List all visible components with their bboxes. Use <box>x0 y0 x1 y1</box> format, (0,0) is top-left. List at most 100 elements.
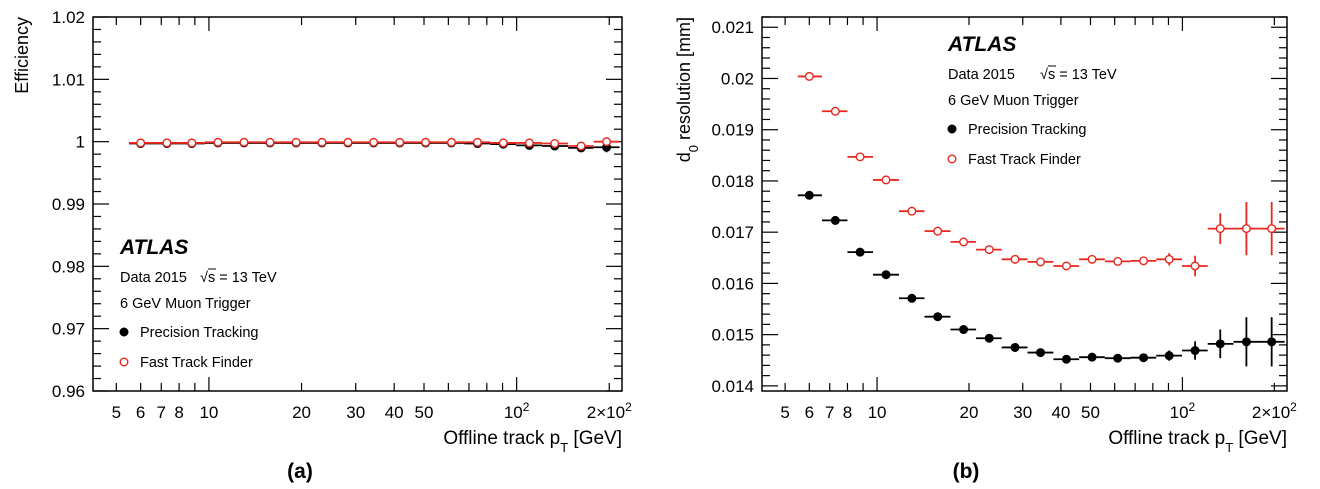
precision-tracking-point-b <box>804 190 814 200</box>
precision-tracking-point-b <box>907 293 917 303</box>
panel-label-a: (a) <box>287 460 313 483</box>
chart-panel-b: 5 6 7 8 10 20 30 40 50 102 2×102 0.014 0.015 0.016 0.0… <box>674 16 1297 483</box>
precision-tracking-point-b <box>1087 352 1097 362</box>
precision-tracking-point-b <box>933 312 943 322</box>
x-tick-label-a: 8 <box>174 403 183 422</box>
fast-track-finder-point-a <box>162 138 172 148</box>
x-axis-title-a: Offline track pT [GeV] <box>443 428 622 455</box>
plot-frame-b <box>761 16 1288 392</box>
trigger-label-a: 6 GeV Muon Trigger <box>120 296 251 312</box>
x-tick-label-b: 40 <box>1051 403 1070 422</box>
x-tick-label-a: 6 <box>136 403 145 422</box>
legend-marker-a <box>119 357 129 367</box>
trigger-label-b: 6 GeV Muon Trigger <box>948 93 1079 109</box>
fast-track-finder-point-a <box>498 138 508 148</box>
atlas-label-b: ATLAS <box>947 33 1016 56</box>
fast-track-finder-point-a <box>136 138 146 148</box>
fast-track-finder-point-a <box>317 137 327 147</box>
fast-track-finder-point-b <box>1241 224 1251 234</box>
precision-tracking-point-b <box>1215 339 1225 349</box>
x-tick-label-a: 30 <box>346 403 365 422</box>
fast-track-finder-point-b <box>1215 224 1225 234</box>
fast-track-finder-point-b <box>984 245 994 255</box>
legend-entry-a: Fast Track Finder <box>140 355 253 371</box>
fast-track-finder-point-b <box>830 106 840 116</box>
x-tick-label-b: 10 <box>868 403 887 422</box>
y-tick-label-a: 0.99 <box>52 195 85 214</box>
precision-tracking-point-b <box>1190 346 1200 356</box>
legend-entry-a: Precision Tracking <box>140 325 258 341</box>
fast-track-finder-point-a <box>421 137 431 147</box>
legend-entry-b: Precision Tracking <box>968 122 1086 138</box>
precision-tracking-point-b <box>830 215 840 225</box>
fast-track-finder-point-a <box>343 137 353 147</box>
y-tick-label-a: 1.02 <box>52 8 85 27</box>
y-tick-label-a: 0.97 <box>52 320 85 339</box>
y-tick-label-a: 0.96 <box>52 382 85 401</box>
y-tick-label-b: 0.021 <box>711 18 754 37</box>
legend-entry-b: Fast Track Finder <box>968 152 1081 168</box>
fast-track-finder-point-b <box>1139 256 1149 266</box>
precision-tracking-point-b <box>855 247 865 257</box>
fast-track-finder-point-b <box>1267 224 1277 234</box>
x-tick-label-b: 5 <box>780 403 789 422</box>
precision-tracking-point-b <box>1113 353 1123 363</box>
x-tick-label-a: 102 <box>504 400 530 422</box>
fast-track-finder-point-b <box>1113 256 1123 266</box>
precision-tracking-point-b <box>881 270 891 280</box>
fast-track-finder-point-b <box>881 175 891 185</box>
fast-track-finder-point-b <box>1036 257 1046 267</box>
fast-track-finder-point-a <box>550 139 560 149</box>
fast-track-finder-point-b <box>855 152 865 162</box>
fast-track-finder-point-b <box>907 206 917 216</box>
fast-track-finder-point-a <box>369 137 379 147</box>
fast-track-finder-point-a <box>239 137 249 147</box>
y-tick-label-b: 0.014 <box>711 377 754 396</box>
y-tick-label-b: 0.015 <box>711 326 754 345</box>
fast-track-finder-point-b <box>804 71 814 81</box>
chart-panel-a: 5 6 7 8 10 20 30 40 50 102 2×102 0.96 0.97 0.98 0.99 1 1… <box>12 8 632 483</box>
precision-tracking-point-b <box>959 325 969 335</box>
y-tick-label-a: 1 <box>76 133 85 152</box>
fast-track-finder-point-a <box>265 137 275 147</box>
x-tick-label-a: 40 <box>385 403 404 422</box>
y-tick-label-b: 0.016 <box>711 274 754 293</box>
x-tick-label-b: 8 <box>843 403 852 422</box>
x-tick-label-b: 30 <box>1013 403 1032 422</box>
fast-track-finder-point-a <box>446 137 456 147</box>
legend-marker-b <box>947 154 957 164</box>
data-label-b: Data 2015 <box>948 67 1015 83</box>
x-tick-label-b: 50 <box>1081 403 1100 422</box>
precision-tracking-point-b <box>1241 337 1251 347</box>
precision-tracking-point-b <box>1061 354 1071 364</box>
fast-track-finder-point-b <box>1087 254 1097 264</box>
fast-track-finder-point-b <box>1010 254 1020 264</box>
y-tick-label-b: 0.019 <box>711 121 754 140</box>
x-tick-label-a: 7 <box>157 403 166 422</box>
precision-tracking-point-b <box>1036 348 1046 358</box>
x-tick-label-b: 2×102 <box>1252 400 1297 422</box>
fast-track-finder-point-a <box>576 141 586 151</box>
fast-track-finder-point-b <box>933 226 943 236</box>
y-tick-label-b: 0.017 <box>711 223 754 242</box>
y-tick-label-b: 0.018 <box>711 172 754 191</box>
fast-track-finder-point-a <box>187 138 197 148</box>
precision-tracking-point-b <box>1010 342 1020 352</box>
precision-tracking-point-b <box>1164 351 1174 361</box>
fast-track-finder-point-b <box>959 237 969 247</box>
x-tick-label-a: 50 <box>415 403 434 422</box>
x-tick-label-b: 102 <box>1170 400 1196 422</box>
y-tick-label-a: 1.01 <box>52 70 85 89</box>
fast-track-finder-point-a <box>524 138 534 148</box>
y-tick-label-b: 0.02 <box>721 69 754 88</box>
x-tick-label-a: 5 <box>112 403 121 422</box>
x-tick-label-a: 10 <box>199 403 218 422</box>
precision-tracking-point-b <box>984 333 994 343</box>
fast-track-finder-point-a <box>472 137 482 147</box>
y-axis-title-b: d0 resolution [mm] <box>674 17 701 162</box>
y-axis-title-a: Efficiency <box>12 17 32 94</box>
fast-track-finder-point-a <box>602 137 612 147</box>
precision-tracking-point-b <box>1139 353 1149 363</box>
energy-label-a: √s = 13 TeV <box>200 270 277 286</box>
